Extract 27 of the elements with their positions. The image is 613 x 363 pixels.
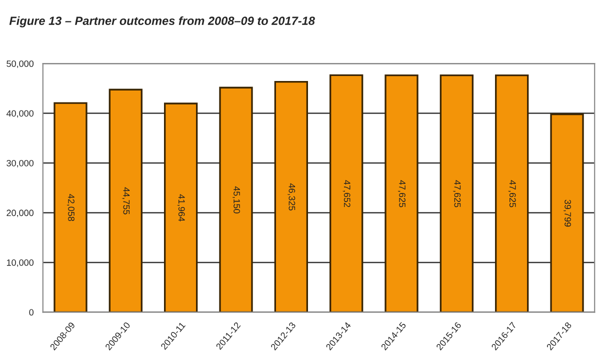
bar	[164, 102, 198, 312]
bar	[274, 80, 308, 312]
y-tick-label: 30,000	[6, 160, 34, 168]
y-tick-label: 10,000	[6, 259, 34, 267]
data-label: 47,652	[342, 180, 350, 208]
data-label: 46,325	[288, 183, 296, 210]
bar	[54, 102, 88, 312]
data-label: 47,625	[453, 180, 461, 208]
bar	[219, 86, 253, 312]
data-label: 39,799	[564, 200, 571, 227]
y-tick-label: 50,000	[6, 60, 34, 68]
data-label: 47,625	[398, 180, 406, 208]
data-label: 41,964	[177, 194, 185, 222]
bar	[108, 88, 142, 312]
bar	[550, 113, 584, 312]
bar	[384, 74, 418, 312]
chart-title: Figure 13 – Partner outcomes from 2008–09 to 2017-18	[9, 16, 315, 28]
bar	[330, 74, 364, 312]
data-label: 44,755	[122, 187, 130, 214]
data-label: 42,058	[67, 194, 74, 222]
y-tick-label: 40,000	[6, 110, 34, 118]
data-label: 47,625	[508, 180, 516, 208]
y-tick-label: 0	[29, 309, 34, 316]
y-tick-label: 20,000	[6, 210, 34, 218]
bar	[495, 74, 529, 312]
data-label: 45,150	[232, 186, 240, 214]
bar	[440, 74, 474, 312]
